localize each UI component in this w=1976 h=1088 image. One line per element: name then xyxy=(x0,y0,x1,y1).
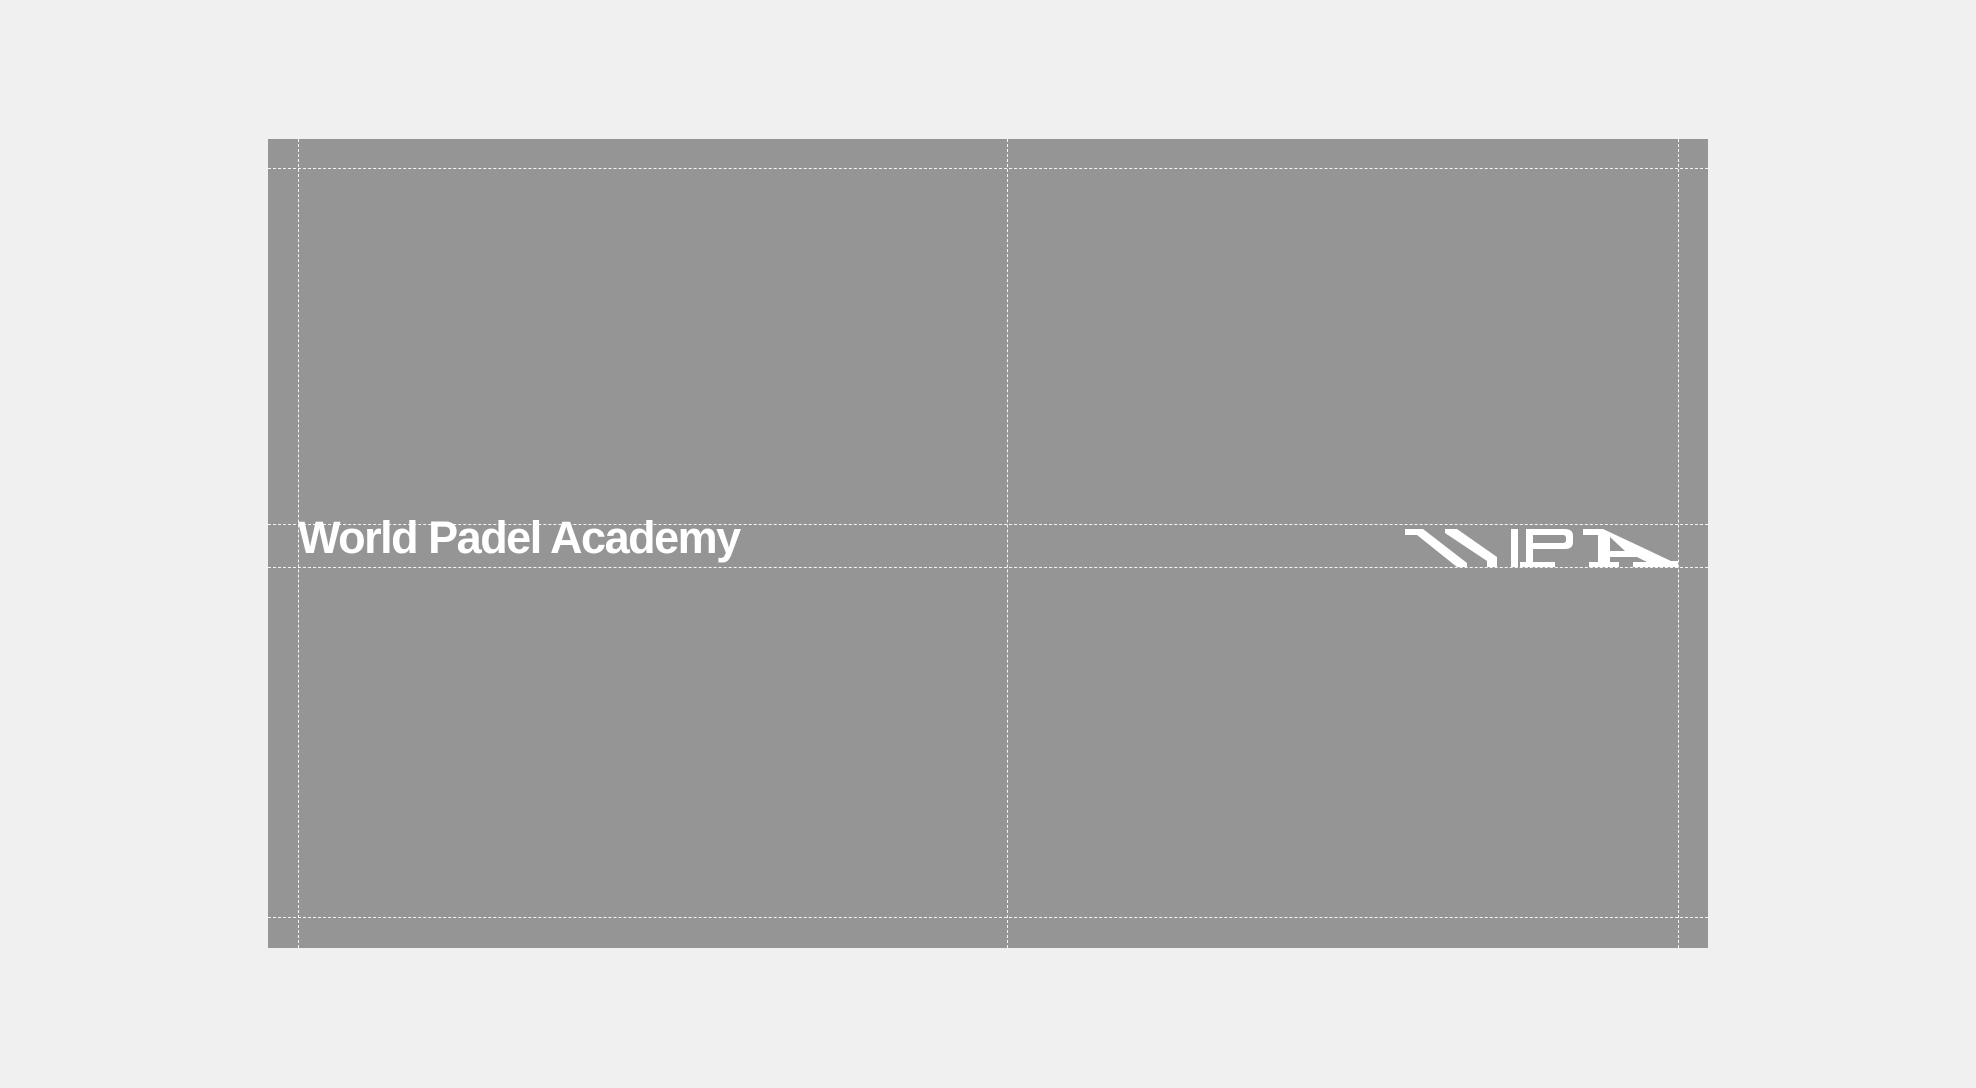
guide-right-margin xyxy=(1678,139,1679,948)
guide-top-margin xyxy=(268,168,1708,169)
guide-center-vertical xyxy=(1007,139,1008,948)
wpa-monogram-logo xyxy=(1405,529,1678,567)
guide-logo-bottom xyxy=(268,567,1708,568)
guide-logo-top xyxy=(268,524,1708,525)
artboard: World Padel Academy xyxy=(268,139,1708,948)
brand-wordmark: World Padel Academy xyxy=(298,512,741,563)
guide-left-margin xyxy=(298,139,299,948)
guide-bottom-margin xyxy=(268,917,1708,918)
